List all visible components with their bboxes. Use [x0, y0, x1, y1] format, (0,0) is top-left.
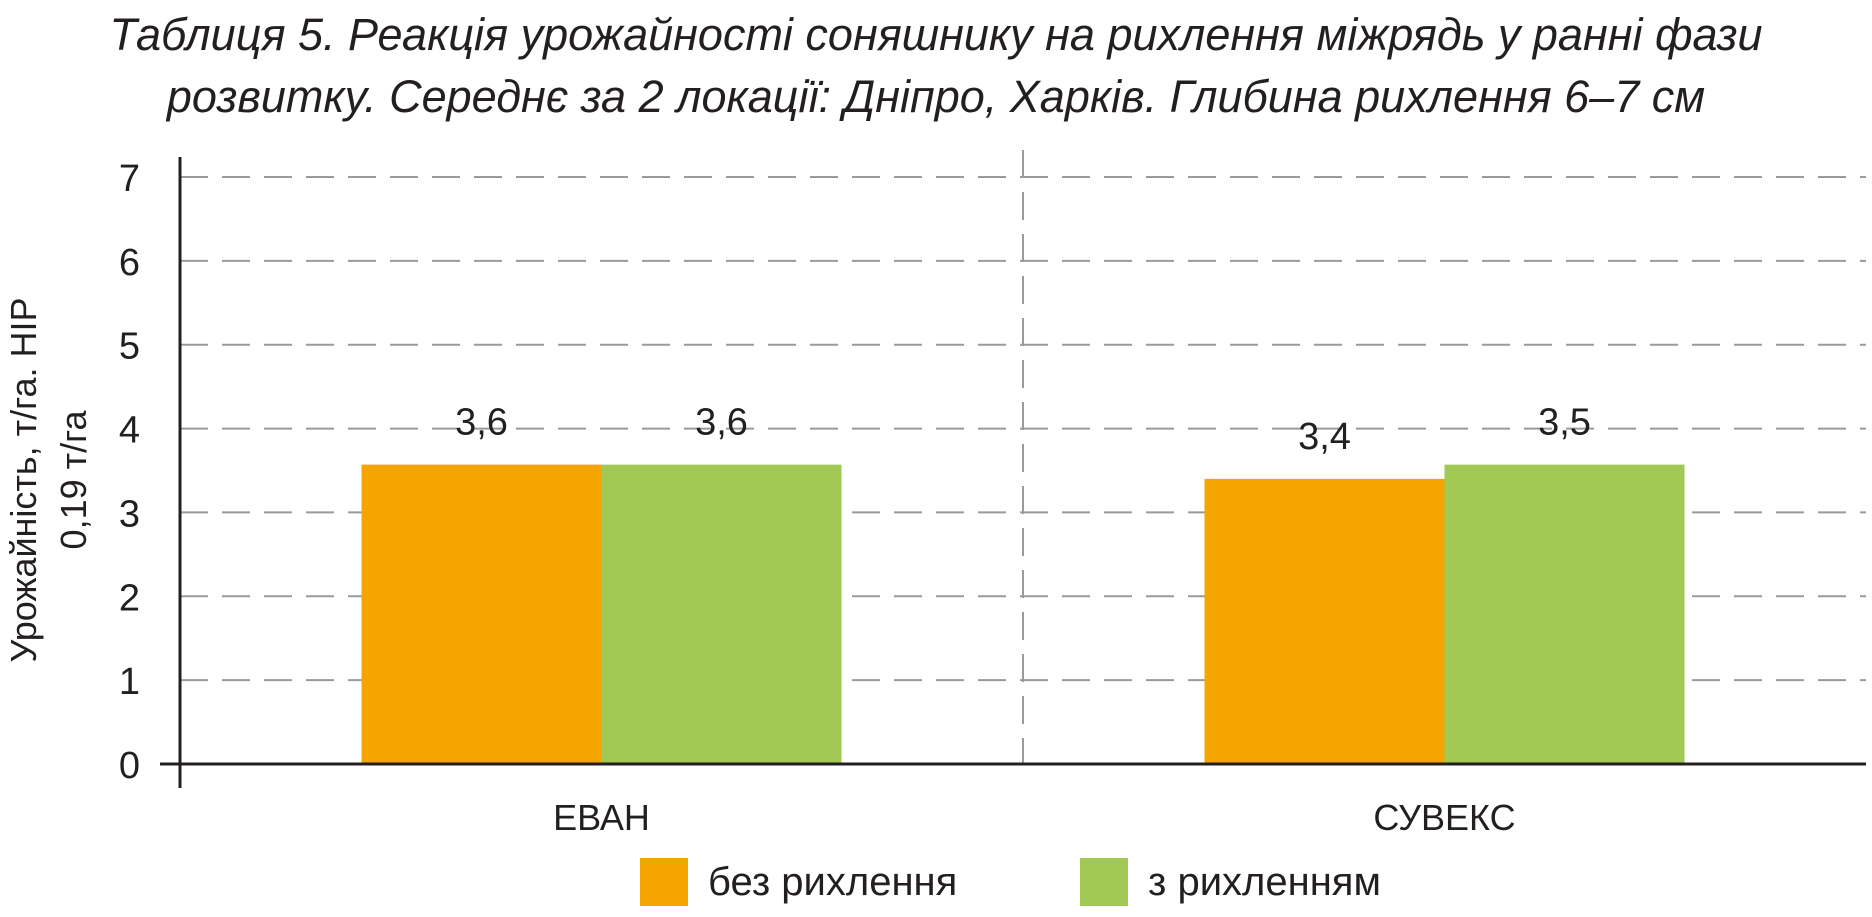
y-axis-label: Урожайність, т/га. НІР 0,19 т/га	[3, 297, 94, 662]
bar	[601, 464, 842, 764]
y-tick-label: 4	[119, 410, 140, 452]
data-label: 3,5	[1538, 402, 1591, 444]
bars	[361, 464, 1685, 764]
data-label: 3,4	[1298, 416, 1351, 458]
labels: 0 1 2 3 4 5 6 7 3,6 3,6 ЕВАН 3,4 3,5 СУВЕКС Урожайніст…	[3, 158, 1591, 838]
y-tick-label: 5	[119, 326, 140, 368]
y-tick-label: 0	[119, 745, 140, 787]
legend: без рихлення з рихленням	[0, 858, 1872, 908]
y-tick-label: 1	[119, 661, 140, 703]
data-label: 3,6	[695, 402, 748, 444]
legend-item-with-loosening: з рихленням	[1080, 858, 1381, 906]
y-tick-label: 3	[119, 493, 140, 535]
bar	[1444, 464, 1685, 764]
y-axis-label-line-1: Урожайність, т/га. НІР	[3, 297, 44, 662]
bar	[361, 464, 602, 764]
legend-label: з рихленням	[1148, 859, 1381, 904]
axes	[160, 157, 1866, 788]
chart-title: Таблиця 5. Реакція урожайності соняшнику…	[0, 4, 1872, 128]
chart-title-line-1: Таблиця 5. Реакція урожайності соняшнику…	[109, 9, 1763, 60]
chart-title-line-2: розвитку. Середнє за 2 локації: Дніпро, …	[166, 71, 1706, 122]
legend-label: без рихлення	[708, 859, 958, 904]
y-axis-label-line-2: 0,19 т/га	[53, 410, 94, 550]
legend-item-without-loosening: без рихлення	[640, 858, 957, 906]
y-tick-label: 7	[119, 158, 140, 200]
x-tick-label: ЕВАН	[553, 797, 650, 838]
bar	[1204, 478, 1445, 764]
data-label: 3,6	[455, 402, 508, 444]
legend-swatch-orange	[640, 858, 688, 906]
y-tick-label: 6	[119, 242, 140, 284]
y-tick-label: 2	[119, 577, 140, 619]
legend-swatch-green	[1080, 858, 1128, 906]
x-tick-label: СУВЕКС	[1373, 797, 1515, 838]
